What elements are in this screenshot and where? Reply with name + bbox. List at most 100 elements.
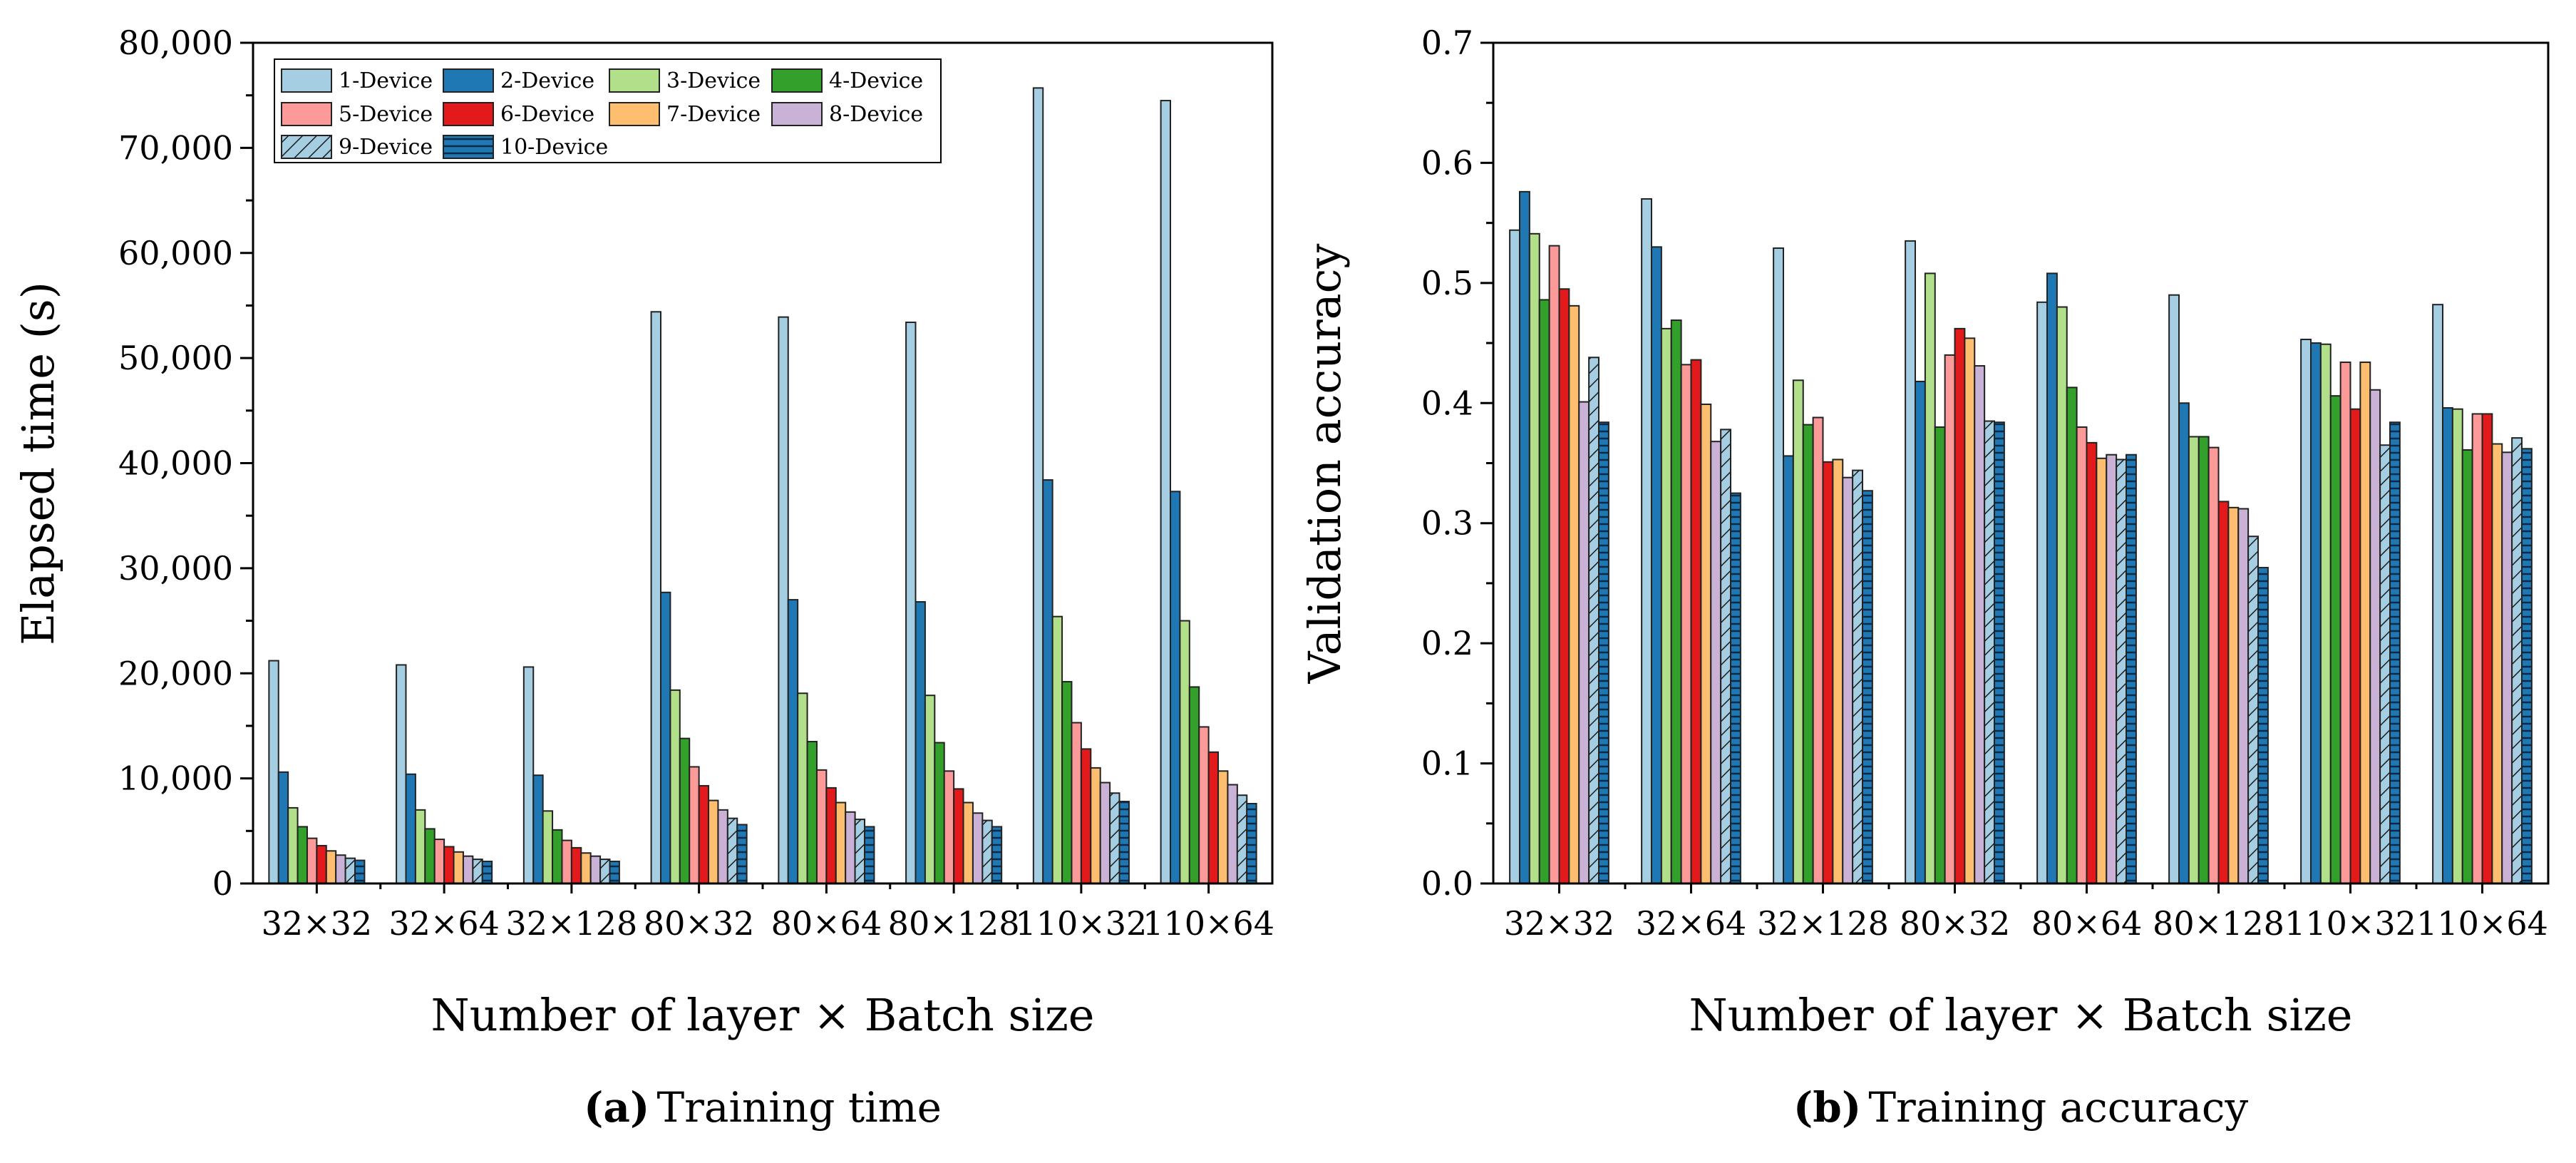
chart-b-bar <box>2432 304 2443 885</box>
legend-swatch <box>443 135 494 159</box>
chart-a-bar <box>835 801 847 884</box>
chart-b-bar <box>1690 359 1702 884</box>
legend-frame <box>274 58 942 163</box>
chart-a-bar <box>1227 784 1238 885</box>
chart-a-bar <box>561 839 572 885</box>
chart-a-bar <box>1099 782 1111 885</box>
chart-a-bar <box>453 851 464 884</box>
chart-a-bar <box>679 737 691 885</box>
chart-a-bar <box>1109 792 1120 884</box>
chart-b-xtick-label: 80×128 <box>2153 904 2284 943</box>
caption-a-text: (a) Training time <box>584 1083 942 1132</box>
chart-b-bar <box>2511 437 2523 884</box>
chart-a-bar <box>787 599 799 885</box>
chart-training-time: 0 10,000 20,000 30,000 40,000 50,000 60,000 70,… <box>12 24 1274 1132</box>
chart-b-bar <box>1509 229 1520 884</box>
chart-a-bar <box>570 846 582 884</box>
chart-b-bar <box>2461 449 2473 884</box>
chart-b-ytick-label: 0.1 <box>1421 744 1473 783</box>
chart-a-ytick-label: 50,000 <box>118 339 233 377</box>
chart-b-bar <box>2106 454 2118 884</box>
chart-b-ytick-label: 0.2 <box>1421 624 1473 662</box>
chart-b-bar <box>1964 337 1976 884</box>
chart-a-bar <box>542 810 554 885</box>
chart-b-bar <box>2329 395 2341 884</box>
chart-a-ytick-label: 30,000 <box>118 549 233 588</box>
chart-b-xlabel: Number of layer × Batch size <box>1689 989 2353 1041</box>
chart-a-bar <box>306 837 318 885</box>
chart-b-bar <box>2442 407 2453 884</box>
chart-a-bar <box>982 819 993 884</box>
chart-a-bar <box>532 774 544 884</box>
chart-b-bar <box>2116 458 2127 884</box>
chart-b-bar <box>1944 354 1956 884</box>
chart-b-xtick-label: 110×64 <box>2416 904 2548 943</box>
chart-b-bar <box>2257 567 2269 884</box>
chart-b-bar <box>1822 461 1834 884</box>
chart-a-bar <box>1071 722 1082 884</box>
chart-a-bar <box>522 666 535 884</box>
legend-label: 9-Device <box>339 135 433 160</box>
chart-a-xtick-label: 32×64 <box>388 904 500 943</box>
chart-a-bar <box>1246 802 1257 884</box>
chart-a-bar <box>552 829 563 884</box>
chart-a-bar <box>815 769 828 884</box>
chart-a-bar <box>698 784 710 885</box>
chart-b-bar <box>2300 339 2312 885</box>
chart-b-bar <box>2369 389 2381 884</box>
chart-b-bars <box>1509 190 2533 885</box>
caption-b-label: (b) <box>1793 1083 1861 1132</box>
chart-a-xtick-label: 110×64 <box>1143 904 1274 943</box>
chart-a-bar <box>915 601 926 884</box>
chart-a-ytick-label: 70,000 <box>118 128 233 167</box>
chart-b-bar <box>1538 299 1550 884</box>
chart-b-bar <box>2481 413 2493 884</box>
legend-label: 3-Device <box>666 68 761 93</box>
chart-a-bar <box>825 787 837 885</box>
chart-b-bar <box>1730 492 1741 884</box>
chart-a-bar <box>344 857 356 885</box>
chart-a-bar <box>297 826 308 884</box>
chart-b-bar <box>1548 245 1560 884</box>
chart-b-ytick-label: 0.5 <box>1421 264 1473 302</box>
chart-a-bar <box>991 826 1003 884</box>
chart-b-bar <box>1700 403 1712 884</box>
caption-b-title: Training accuracy <box>1868 1083 2248 1132</box>
legend-label: 2-Device <box>500 68 594 93</box>
chart-b-bar <box>2178 402 2190 884</box>
chart-b-ytick-label: 0.0 <box>1421 864 1473 903</box>
chart-a-bar <box>1090 767 1101 884</box>
chart-a-bar <box>650 311 661 884</box>
chart-b-bar <box>1924 272 1936 884</box>
chart-b-bar <box>1558 288 1570 884</box>
chart-b-bar <box>1568 304 1580 884</box>
chart-b-bar <box>1651 246 1662 885</box>
caption-a-title: Training time <box>656 1083 942 1132</box>
chart-a-bar <box>1032 87 1044 885</box>
chart-b-x-axis: 32×32 32×64 32×128 80×32 80×64 80×128 110×32 11… <box>1504 883 2548 943</box>
chart-b-xtick-label: 110×32 <box>2284 904 2416 943</box>
chart-a-bar <box>669 689 681 885</box>
chart-a-bar <box>481 861 493 885</box>
chart-b-bar <box>1852 469 1863 884</box>
chart-b-bar <box>1974 365 1986 884</box>
legend-swatch <box>443 102 494 126</box>
chart-b-bar <box>1588 357 1599 885</box>
chart-b-bar <box>1528 232 1540 884</box>
legend-swatch <box>771 102 823 126</box>
chart-a-bar <box>599 859 611 885</box>
chart-b-bar <box>2207 446 2220 884</box>
chart-a-bar <box>905 322 917 884</box>
chart-a-ytick-label: 20,000 <box>118 654 233 692</box>
chart-a-bar <box>797 692 808 884</box>
chart-b-bar <box>2198 436 2210 884</box>
chart-a-xtick-label: 80×32 <box>644 904 755 943</box>
chart-b-xtick-label: 80×32 <box>1900 904 2011 943</box>
chart-a-bar <box>924 695 936 884</box>
chart-a-bar <box>854 819 865 884</box>
legend-label: 6-Device <box>500 102 594 127</box>
caption-b: (b) Training accuracy <box>1793 1083 2249 1132</box>
chart-b-bar <box>1720 429 1731 884</box>
chart-b-bar <box>2126 454 2137 884</box>
chart-a-bar <box>268 660 279 884</box>
